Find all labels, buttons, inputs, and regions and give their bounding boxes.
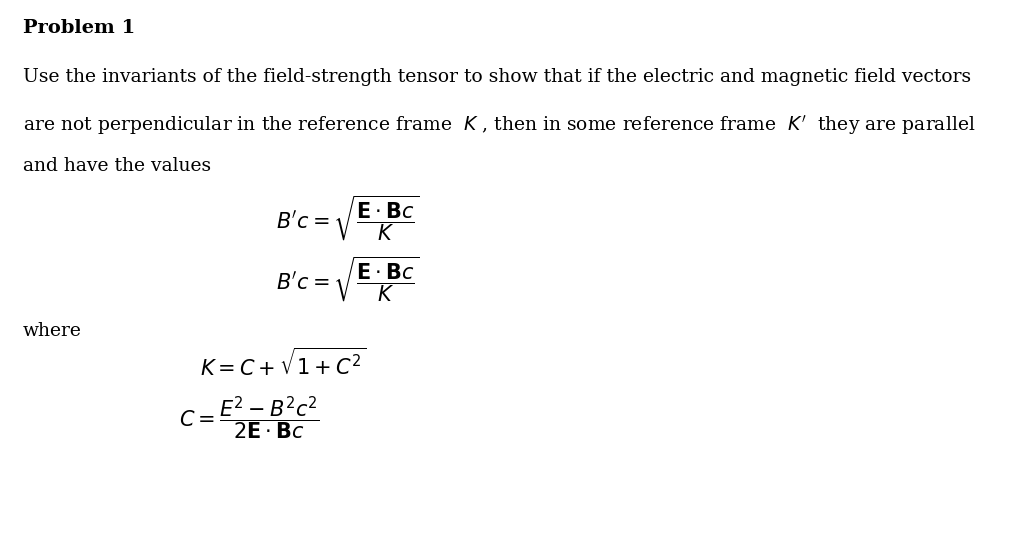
Text: and have the values: and have the values: [23, 157, 211, 175]
Text: where: where: [23, 322, 81, 340]
Text: Problem 1: Problem 1: [23, 19, 135, 37]
Text: $C = \dfrac{E^2 - B^2c^2}{2\mathbf{E} \cdot \mathbf{B}c}$: $C = \dfrac{E^2 - B^2c^2}{2\mathbf{E} \c…: [179, 394, 319, 443]
Text: are not perpendicular in the reference frame  $K$ , then in some reference frame: are not perpendicular in the reference f…: [23, 113, 975, 137]
Text: $B'c = \sqrt{\dfrac{\mathbf{E} \cdot \mathbf{B}c}{K}}$: $B'c = \sqrt{\dfrac{\mathbf{E} \cdot \ma…: [276, 194, 420, 243]
Text: Use the invariants of the field-strength tensor to show that if the electric and: Use the invariants of the field-strength…: [23, 68, 971, 86]
Text: $K = C + \sqrt{1 + C^2}$: $K = C + \sqrt{1 + C^2}$: [200, 348, 366, 380]
Text: $B'c = \sqrt{\dfrac{\mathbf{E} \cdot \mathbf{B}c}{K}}$: $B'c = \sqrt{\dfrac{\mathbf{E} \cdot \ma…: [276, 254, 420, 304]
